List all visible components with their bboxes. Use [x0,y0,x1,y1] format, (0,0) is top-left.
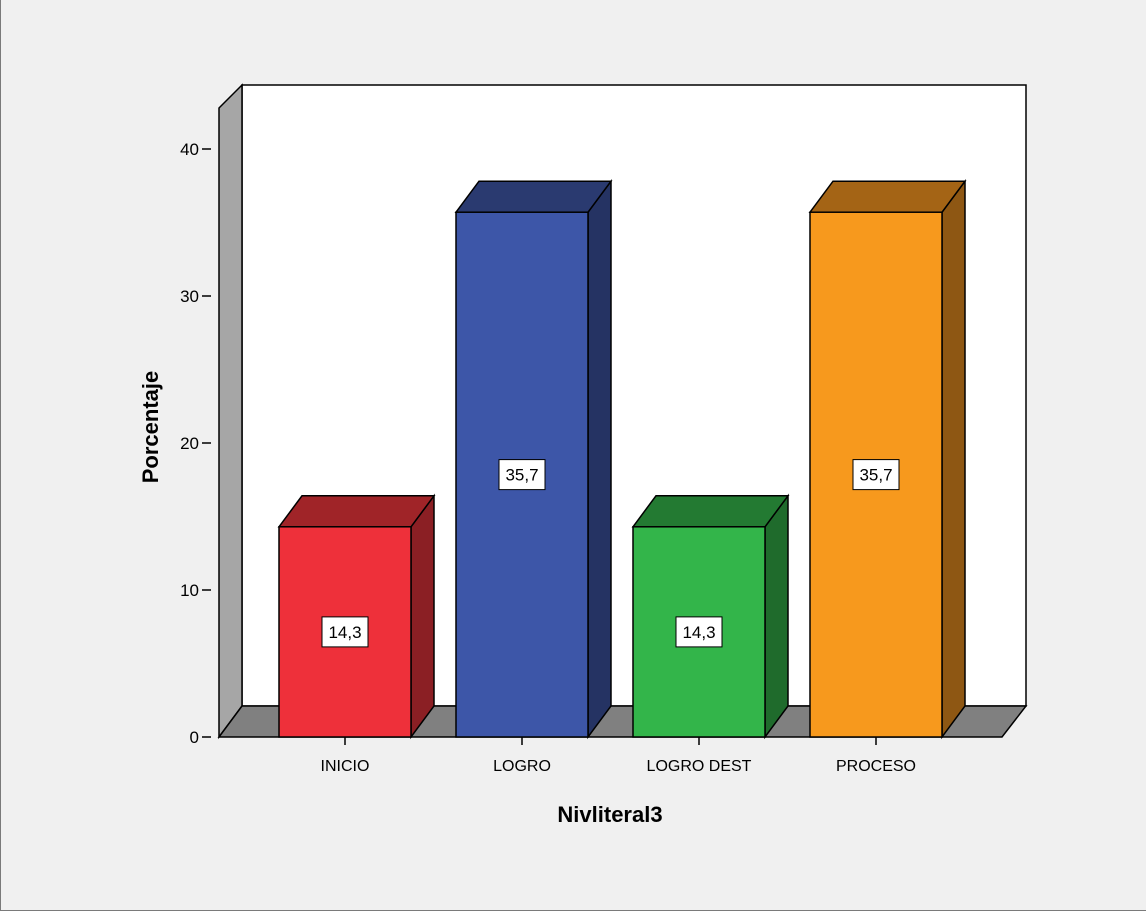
bar-side [764,493,789,740]
x-axis: INICIO LOGRO LOGRO DEST PROCESO [321,737,916,775]
y-tick-label: 40 [180,140,199,159]
bar: 14,3 [277,493,436,740]
data-label-box [852,459,900,491]
data-label-box [321,616,369,648]
x-axis-title: Nivliteral3 [557,802,662,827]
y-axis-title: Porcentaje [138,371,163,484]
bar-top [631,495,790,528]
data-label: 14,3 [682,623,715,642]
y-tick-label: 30 [180,287,199,306]
data-label: 35,7 [859,466,892,485]
data-label-box [498,459,546,491]
y-tick-label: 10 [180,581,199,600]
x-tick-label: INICIO [321,758,370,775]
bar: 35,7 [454,178,613,740]
left-wall [218,83,243,740]
y-axis: 0 10 20 30 40 [180,140,211,747]
bar-top [454,180,613,213]
y-tick-label: 0 [190,728,199,747]
data-label: 14,3 [328,623,361,642]
bar: 35,7 [808,178,967,740]
y-tick-label: 20 [180,434,199,453]
x-tick-label: PROCESO [836,758,916,775]
bar-top [277,495,436,528]
data-label: 35,7 [505,466,538,485]
bar-side [941,178,966,740]
bar-side [410,493,435,740]
bars-group: 14,3 35,7 14,3 35,7 [277,178,967,740]
bar-top [808,180,967,213]
bar-side [587,178,612,740]
x-tick-label: LOGRO DEST [647,758,752,775]
data-label-box [675,616,723,648]
x-tick-label: LOGRO [493,758,551,775]
bar: 14,3 [631,493,790,740]
